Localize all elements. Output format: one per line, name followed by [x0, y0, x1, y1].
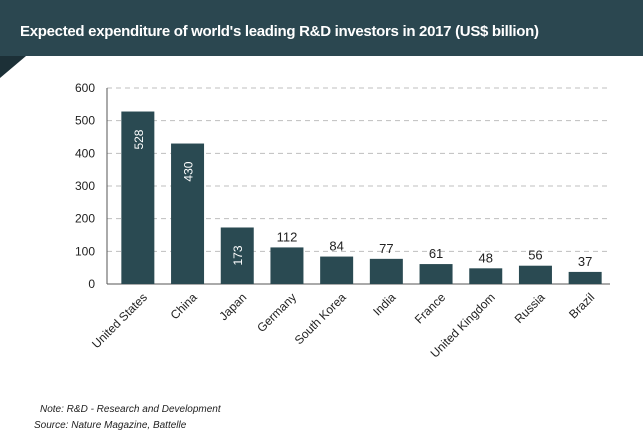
data-label: 61: [429, 246, 443, 261]
bar: [270, 247, 304, 284]
data-label: 56: [528, 248, 542, 263]
y-tick-label: 100: [75, 244, 95, 258]
data-label: 84: [329, 239, 343, 254]
y-tick-label: 400: [75, 146, 95, 160]
y-tick-label: 500: [75, 114, 95, 128]
footnote: Note: R&D - Research and Development: [40, 404, 221, 415]
data-label: 37: [578, 254, 592, 269]
plot-panel: [26, 56, 643, 400]
header-fold-decoration: [0, 56, 26, 78]
bar: [171, 143, 205, 284]
data-label: 528: [132, 129, 146, 149]
data-label: 112: [277, 229, 298, 244]
bar: [419, 264, 453, 284]
bar: [568, 271, 602, 284]
y-tick-label: 200: [75, 212, 95, 226]
data-label: 48: [479, 250, 493, 265]
bar: [369, 258, 403, 284]
data-label: 173: [231, 245, 245, 265]
chart-header: Expected expenditure of world's leading …: [0, 0, 643, 56]
y-tick-label: 600: [75, 81, 95, 95]
bar: [320, 256, 354, 284]
source-note: Source: Nature Magazine, Battelle: [34, 420, 187, 431]
y-tick-label: 300: [75, 179, 95, 193]
bar: [469, 268, 503, 284]
data-label: 77: [379, 241, 393, 256]
bar: [121, 111, 155, 285]
y-tick-label: 0: [88, 277, 95, 291]
chart-title: Expected expenditure of world's leading …: [20, 23, 539, 40]
bar: [220, 227, 254, 284]
bar: [518, 265, 552, 284]
data-label: 430: [182, 161, 196, 181]
